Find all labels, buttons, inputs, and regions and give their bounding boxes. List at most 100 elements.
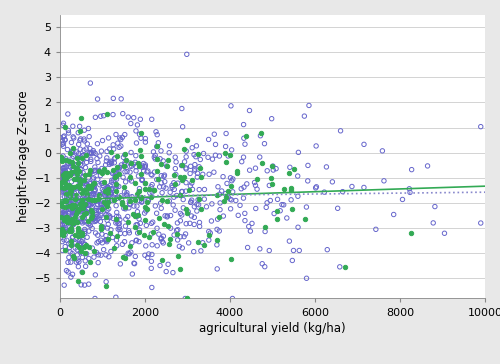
Point xyxy=(336,128,344,134)
Point xyxy=(133,203,141,209)
Point xyxy=(256,133,264,139)
Point xyxy=(174,231,182,237)
Point xyxy=(204,136,212,142)
Point xyxy=(238,159,246,165)
Point xyxy=(57,175,65,181)
Point xyxy=(95,208,103,214)
Point xyxy=(92,207,100,213)
Point xyxy=(252,206,260,211)
Point xyxy=(70,193,78,198)
Point xyxy=(92,218,100,224)
Point xyxy=(68,228,76,234)
Point xyxy=(196,219,203,225)
Point xyxy=(104,170,112,175)
Point xyxy=(106,162,114,167)
Point xyxy=(152,129,160,135)
Point xyxy=(174,253,182,259)
Point xyxy=(112,165,120,170)
Point xyxy=(92,249,100,255)
Point xyxy=(142,243,150,249)
Point xyxy=(150,187,158,193)
Point xyxy=(98,207,106,213)
Point xyxy=(61,244,69,249)
Point xyxy=(71,210,79,216)
Point xyxy=(108,161,116,166)
Point xyxy=(178,124,186,130)
Point xyxy=(148,182,156,187)
Point xyxy=(74,195,82,201)
Point xyxy=(136,163,143,169)
Point xyxy=(106,146,114,152)
Point xyxy=(86,200,94,206)
Point xyxy=(131,159,139,165)
Point xyxy=(109,112,117,118)
Point xyxy=(70,186,78,192)
Point xyxy=(86,187,94,193)
Point xyxy=(98,201,106,206)
Point xyxy=(216,228,224,234)
Point xyxy=(66,159,74,165)
Point xyxy=(56,168,64,174)
Point xyxy=(94,207,102,213)
Point xyxy=(96,182,104,188)
Point xyxy=(104,135,112,141)
Point xyxy=(125,205,133,211)
Point xyxy=(194,174,202,180)
Point xyxy=(62,157,70,163)
Point xyxy=(58,141,66,147)
Point xyxy=(86,170,94,176)
Point xyxy=(253,186,261,192)
Point xyxy=(197,174,205,179)
Point xyxy=(166,225,174,231)
Point xyxy=(62,164,70,170)
Point xyxy=(112,237,120,243)
Point xyxy=(103,207,111,213)
Point xyxy=(73,177,81,182)
Point xyxy=(130,261,138,266)
Point xyxy=(107,190,115,196)
Point xyxy=(200,196,208,202)
Point xyxy=(186,163,194,169)
Point xyxy=(134,209,141,215)
Point xyxy=(220,213,228,219)
Point xyxy=(137,194,145,200)
Point xyxy=(151,153,159,158)
Point xyxy=(118,162,126,168)
Point xyxy=(116,165,124,170)
Point xyxy=(261,229,269,234)
Point xyxy=(64,188,72,194)
Point xyxy=(59,189,67,194)
Point xyxy=(76,206,84,211)
Point xyxy=(66,173,74,178)
Point xyxy=(194,170,202,176)
Point xyxy=(60,186,68,191)
Point xyxy=(62,225,70,230)
Point xyxy=(74,130,82,135)
Point xyxy=(182,231,190,237)
Point xyxy=(98,138,106,143)
Point xyxy=(68,202,76,207)
Point xyxy=(156,161,164,167)
Point xyxy=(115,145,123,150)
Point xyxy=(122,192,130,198)
Point xyxy=(262,205,270,210)
Point xyxy=(287,197,295,203)
Point xyxy=(60,143,68,149)
Point xyxy=(287,187,295,193)
Point xyxy=(164,157,172,163)
Point xyxy=(62,212,70,218)
Point xyxy=(56,209,64,215)
Point xyxy=(62,194,70,199)
Point xyxy=(83,182,91,187)
Point xyxy=(272,166,280,171)
Point xyxy=(70,219,78,225)
Point xyxy=(76,208,84,214)
Point xyxy=(73,235,81,241)
Point xyxy=(102,158,110,164)
Point xyxy=(65,241,73,246)
Point xyxy=(58,203,66,209)
Point xyxy=(148,172,156,178)
Point xyxy=(96,192,104,198)
Point xyxy=(78,254,86,260)
Point xyxy=(122,204,130,210)
